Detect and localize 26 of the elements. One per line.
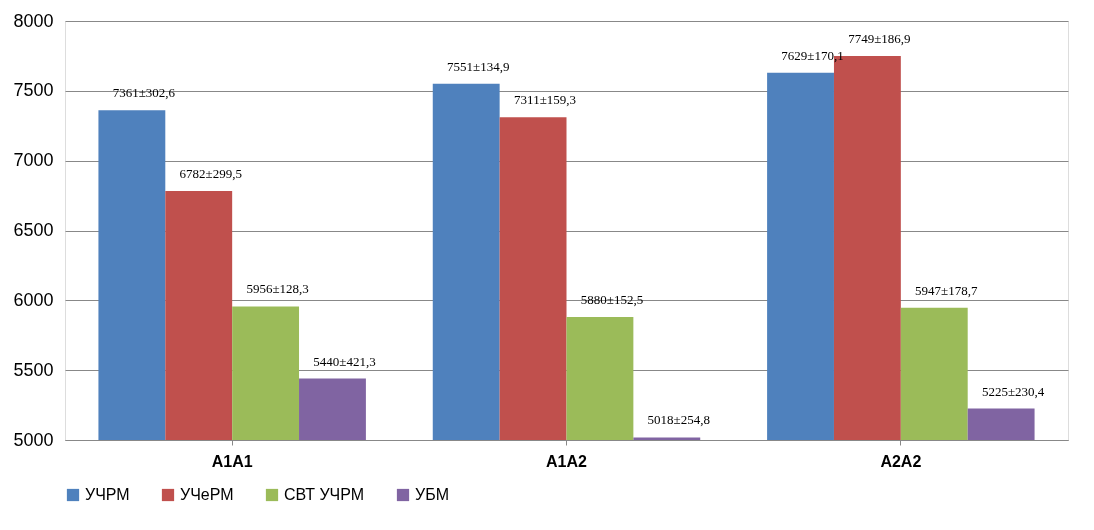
legend-label: УБМ [415,486,449,503]
data-label: 7361±302,6 [112,85,176,101]
data-label: 5018±254,8 [647,412,710,428]
data-label: 5225±230,4 [981,383,1045,399]
legend-label: УЧРМ [85,486,130,503]
data-label: 5947±178,7 [915,282,978,298]
y-tick-label: 5000 [13,429,54,450]
data-label: 6782±299,5 [179,166,242,182]
y-tick-label: 6500 [13,220,54,240]
data-label: 7551±134,9 [447,58,510,74]
y-tick-label: 5500 [13,359,54,380]
data-label: 7311±159,3 [514,92,577,108]
data-label: 5956±128,3 [246,281,309,297]
data-label: 5440±421,3 [313,353,376,369]
x-tick-label: A1A1 [211,452,253,470]
legend-label: СВТ УЧРМ [284,486,365,503]
y-tick-label: 7500 [13,80,54,101]
y-tick-label: 6000 [13,289,54,310]
x-tick-label: A1A2 [546,452,588,470]
x-tick-label: A2A2 [880,452,922,470]
y-tick-label: 7000 [13,150,54,171]
legend-label: УЧеРМ [180,486,234,503]
data-label: 7749±186,9 [848,31,911,47]
data-label: 5880±152,5 [580,292,644,308]
y-tick-label: 8000 [13,10,54,31]
data-label: 7629±170,1 [781,47,844,63]
